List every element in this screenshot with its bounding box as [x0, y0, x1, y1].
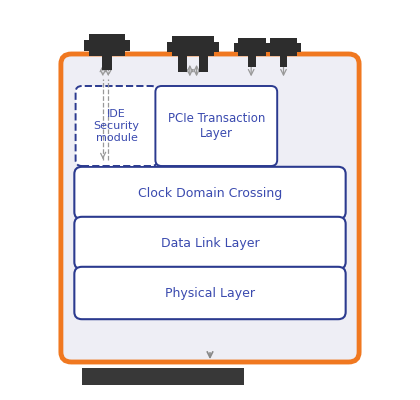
- Text: IDE
Security
module: IDE Security module: [94, 109, 139, 143]
- Text: PCIe Transaction
Layer: PCIe Transaction Layer: [168, 112, 265, 140]
- FancyBboxPatch shape: [74, 267, 346, 319]
- Polygon shape: [102, 56, 112, 70]
- Polygon shape: [248, 56, 256, 67]
- Polygon shape: [89, 34, 125, 56]
- Polygon shape: [265, 42, 270, 52]
- FancyBboxPatch shape: [74, 167, 346, 219]
- FancyBboxPatch shape: [155, 86, 277, 166]
- Polygon shape: [239, 38, 265, 56]
- Polygon shape: [234, 42, 239, 52]
- Polygon shape: [270, 38, 297, 56]
- FancyBboxPatch shape: [61, 54, 359, 362]
- Text: Data Link Layer: Data Link Layer: [161, 236, 259, 250]
- Polygon shape: [199, 56, 208, 72]
- Polygon shape: [280, 56, 287, 67]
- Text: Clock Domain Crossing: Clock Domain Crossing: [138, 186, 282, 200]
- Polygon shape: [84, 40, 89, 50]
- Polygon shape: [167, 42, 172, 52]
- FancyBboxPatch shape: [76, 86, 158, 166]
- Text: Physical Layer: Physical Layer: [165, 286, 255, 300]
- Polygon shape: [214, 42, 219, 52]
- Polygon shape: [125, 40, 130, 50]
- FancyBboxPatch shape: [74, 217, 346, 269]
- Polygon shape: [297, 42, 302, 52]
- Polygon shape: [265, 42, 270, 52]
- Polygon shape: [172, 36, 214, 56]
- Polygon shape: [82, 368, 244, 385]
- Polygon shape: [178, 56, 187, 72]
